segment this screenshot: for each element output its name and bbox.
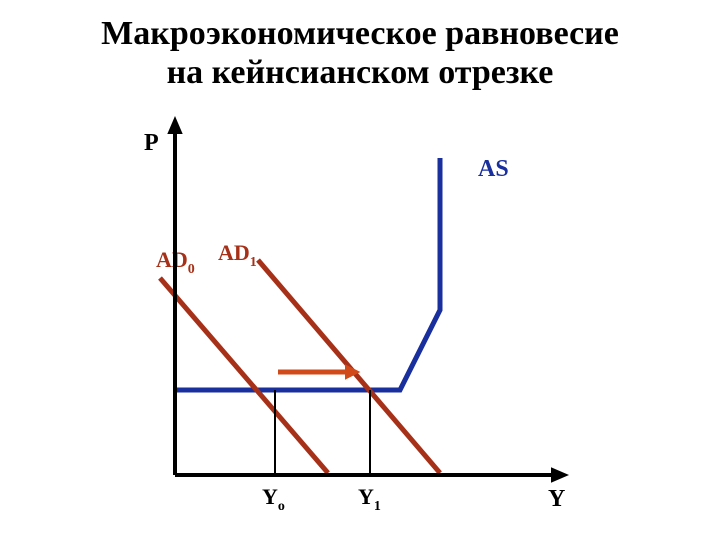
y-axis-label: P [144,130,159,156]
x-axis-label: Y [548,486,565,512]
y-axis-arrowhead [167,116,182,134]
as-curve [176,158,440,390]
y1-label: Y1 [358,484,381,514]
as-label: AS [478,156,509,182]
y0-label: Yo [262,484,285,514]
x-axis-arrowhead [551,467,569,482]
diagram-svg: AS AD0 AD1 Yo Y1 P Y [0,0,720,540]
ad0-curve [160,278,328,473]
ad1-label: AD1 [218,240,257,270]
